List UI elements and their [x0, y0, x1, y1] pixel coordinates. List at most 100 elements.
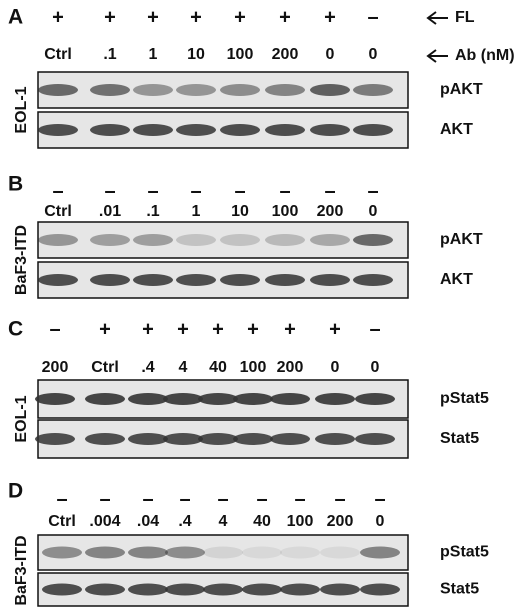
band	[315, 433, 355, 445]
sign: –	[367, 6, 378, 28]
sign: –	[217, 488, 228, 510]
sign: +	[324, 6, 336, 28]
band	[85, 583, 125, 596]
band	[176, 234, 216, 246]
sign: –	[369, 318, 380, 340]
band	[315, 393, 355, 405]
band	[35, 433, 75, 445]
lane-label: .004	[89, 513, 120, 530]
band	[38, 84, 78, 96]
row-label: pStat5	[440, 390, 489, 407]
side-label: BaF3-ITD	[13, 225, 30, 295]
sign: –	[279, 180, 290, 202]
sign: +	[142, 318, 154, 340]
sign: +	[247, 318, 259, 340]
lane-label: 40	[209, 359, 227, 376]
band	[163, 433, 203, 445]
sign: –	[56, 488, 67, 510]
band	[353, 124, 393, 136]
arrow	[426, 49, 448, 63]
band	[90, 234, 130, 246]
lane-label: 0	[369, 46, 378, 63]
band	[198, 433, 238, 445]
band	[176, 124, 216, 136]
band	[38, 234, 78, 246]
fl-label: FL	[455, 9, 475, 26]
band	[198, 393, 238, 405]
band	[90, 124, 130, 136]
sign: –	[367, 180, 378, 202]
band	[310, 274, 350, 286]
lane-label: .04	[137, 513, 159, 530]
lane-label: 200	[272, 46, 299, 63]
panel-label: C	[8, 318, 23, 341]
band	[233, 393, 273, 405]
band	[280, 546, 320, 559]
sign: –	[256, 488, 267, 510]
sign: +	[329, 318, 341, 340]
ab-label: Ab (nM)	[455, 47, 515, 64]
sign: +	[279, 6, 291, 28]
lane-label: 10	[187, 46, 205, 63]
sign: +	[104, 6, 116, 28]
band	[265, 234, 305, 246]
lane-label: 200	[42, 359, 69, 376]
lane-label: 1	[149, 46, 158, 63]
lane-label: 4	[179, 359, 188, 376]
lane-label: Ctrl	[48, 513, 76, 530]
band	[35, 393, 75, 405]
band	[320, 583, 360, 596]
side-label: EOL-1	[13, 86, 30, 133]
sign: –	[179, 488, 190, 510]
band	[355, 393, 395, 405]
sign: –	[324, 180, 335, 202]
lane-label: 200	[277, 359, 304, 376]
lane-label: 4	[219, 513, 228, 530]
band	[353, 274, 393, 286]
row-label: AKT	[440, 121, 473, 138]
band	[128, 433, 168, 445]
sign: –	[52, 180, 63, 202]
lane-label: 100	[240, 359, 267, 376]
band	[90, 274, 130, 286]
band	[133, 84, 173, 96]
panel-label: B	[8, 173, 23, 196]
band	[220, 84, 260, 96]
band	[310, 234, 350, 246]
band	[270, 433, 310, 445]
sign: +	[99, 318, 111, 340]
row-label: AKT	[440, 271, 473, 288]
sign: –	[99, 488, 110, 510]
sign: –	[49, 318, 60, 340]
row-label: pStat5	[440, 544, 489, 561]
lane-label: .4	[141, 359, 154, 376]
lane-label: 0	[326, 46, 335, 63]
band	[280, 583, 320, 596]
side-label: BaF3-ITD	[13, 535, 30, 605]
lane-label: 0	[376, 513, 385, 530]
band	[165, 583, 205, 596]
band	[163, 393, 203, 405]
band	[85, 433, 125, 445]
band	[270, 393, 310, 405]
sign: +	[177, 318, 189, 340]
band	[310, 124, 350, 136]
sign: –	[294, 488, 305, 510]
lane-label: .1	[146, 203, 159, 220]
row-label: Stat5	[440, 430, 479, 447]
lane-label: .01	[99, 203, 121, 220]
lane-label: .1	[103, 46, 116, 63]
band	[85, 393, 125, 405]
lane-label: 100	[272, 203, 299, 220]
panel-label: A	[8, 6, 23, 29]
sign: +	[212, 318, 224, 340]
band	[38, 124, 78, 136]
band	[320, 546, 360, 559]
lane-label: 200	[317, 203, 344, 220]
lane-label: 0	[369, 203, 378, 220]
band	[220, 124, 260, 136]
sign: +	[190, 6, 202, 28]
row-label: pAKT	[440, 81, 483, 98]
